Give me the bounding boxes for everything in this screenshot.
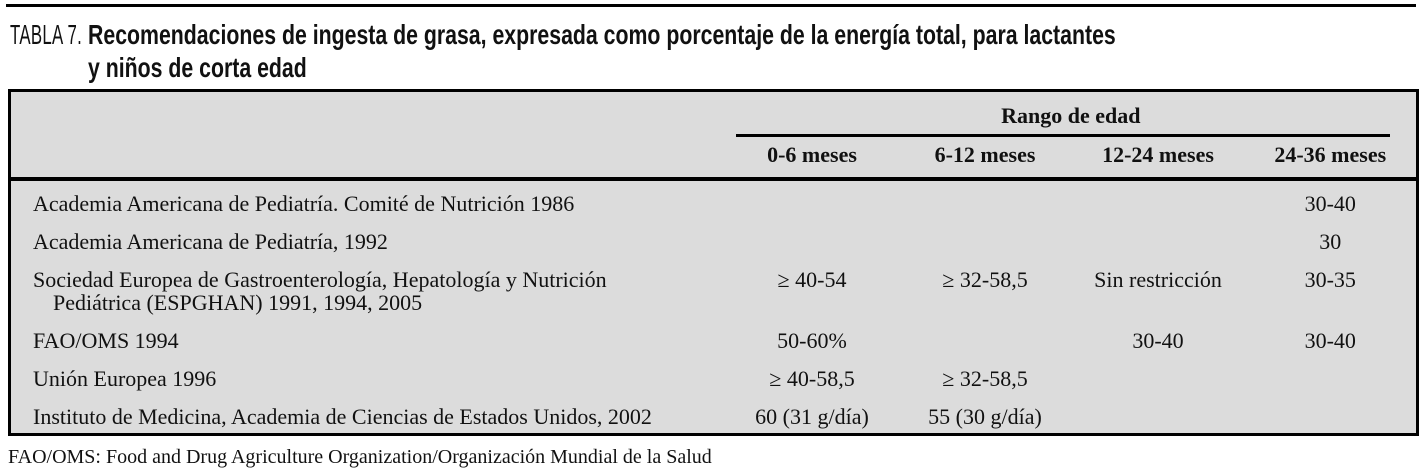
value-cell (1072, 179, 1245, 223)
group-header-underline (735, 134, 1391, 137)
organization-name: FAO/OMS 1994 (33, 328, 179, 353)
value-cell: 50-60% (777, 328, 847, 353)
table-row: Academia Americana de Pediatría, 1992 30 (10, 223, 1418, 261)
organization-column-header (9, 90, 726, 181)
group-header-row: Rango de edad (9, 90, 1418, 181)
value-cell: 60 (31 g/día) (755, 404, 869, 429)
value-cell (899, 179, 1072, 223)
value-cell: 30-35 (1304, 267, 1356, 292)
organization-cell: Sociedad Europea de Gastroenterología, H… (10, 261, 726, 322)
value-cell (1245, 360, 1418, 398)
organization-cell: Instituto de Medicina, Academia de Cienc… (10, 398, 726, 435)
organization-name: Academia Americana de Pediatría. Comité … (33, 191, 575, 216)
footnote: FAO/OMS: Food and Drug Agriculture Organ… (8, 446, 712, 468)
organization-cell: Academia Americana de Pediatría. Comité … (10, 179, 726, 223)
value-cell: ≥ 40-58,5 (769, 366, 855, 391)
table-number-label: TABLA 7. (10, 19, 83, 50)
value-cell (1072, 398, 1245, 435)
value-cell: Sin restricción (1094, 267, 1222, 292)
value-cell (726, 179, 899, 223)
column-header-0-6-meses: 0-6 meses (725, 137, 899, 181)
organization-cell: Unión Europea 1996 (10, 360, 726, 398)
value-cell: 30 (1319, 229, 1342, 254)
organization-name: Instituto de Medicina, Academia de Cienc… (33, 404, 652, 429)
value-cell (1072, 360, 1245, 398)
value-cell (1245, 398, 1418, 435)
table-row: Instituto de Medicina, Academia de Cienc… (10, 398, 1418, 435)
column-header-row: 0-6 meses 6-12 meses 12-24 meses 24-36 m… (10, 137, 1418, 181)
organization-name: Unión Europea 1996 (33, 366, 217, 391)
organization-cell: FAO/OMS 1994 (10, 322, 726, 360)
age-range-group-label: Rango de edad (1001, 103, 1141, 128)
title-line-2: y niños de corta edad (88, 52, 307, 83)
table-row: FAO/OMS 1994 50-60% 30-40 30-40 (10, 322, 1418, 360)
organization-name: Sociedad Europea de Gastroenterología, H… (33, 267, 607, 292)
column-header-24-36-meses: 24-36 meses (1244, 137, 1418, 181)
organization-name: Academia Americana de Pediatría, 1992 (33, 229, 388, 254)
title-line-1: Recomendaciones de ingesta de grasa, exp… (88, 19, 1116, 50)
organization-cell: Academia Americana de Pediatría, 1992 (10, 223, 726, 261)
value-cell: ≥ 40-54 (777, 267, 847, 292)
value-cell: 30-40 (1304, 191, 1356, 216)
page: TABLA 7. Recomendaciones de ingesta de g… (0, 4, 1422, 474)
value-cell: ≥ 32-58,5 (942, 366, 1028, 391)
value-cell (899, 322, 1072, 360)
table-title-text: Recomendaciones de ingesta de grasa, exp… (88, 18, 1422, 84)
column-header-12-24-meses: 12-24 meses (1071, 137, 1245, 181)
age-range-group-header: Rango de edad (726, 91, 1418, 137)
table-row: Sociedad Europea de Gastroenterología, H… (10, 261, 1418, 322)
value-cell: 55 (30 g/día) (928, 404, 1042, 429)
table-row: Unión Europea 1996 ≥ 40-58,5 ≥ 32-58,5 (10, 360, 1418, 398)
value-cell (899, 223, 1072, 261)
table-row: Academia Americana de Pediatría. Comité … (10, 179, 1418, 223)
table-title: TABLA 7. Recomendaciones de ingesta de g… (10, 18, 1416, 84)
value-cell: ≥ 32-58,5 (942, 267, 1028, 292)
recommendations-table: Rango de edad 0-6 meses 6-12 meses 12-24… (8, 89, 1420, 436)
value-cell (726, 223, 899, 261)
value-cell: 30-40 (1132, 328, 1184, 353)
top-rule (6, 4, 1416, 7)
organization-name-line2: Pediátrica (ESPGHAN) 1991, 1994, 2005 (53, 290, 423, 315)
column-header-6-12-meses: 6-12 meses (898, 137, 1072, 181)
value-cell: 30-40 (1304, 328, 1356, 353)
value-cell (1072, 223, 1245, 261)
